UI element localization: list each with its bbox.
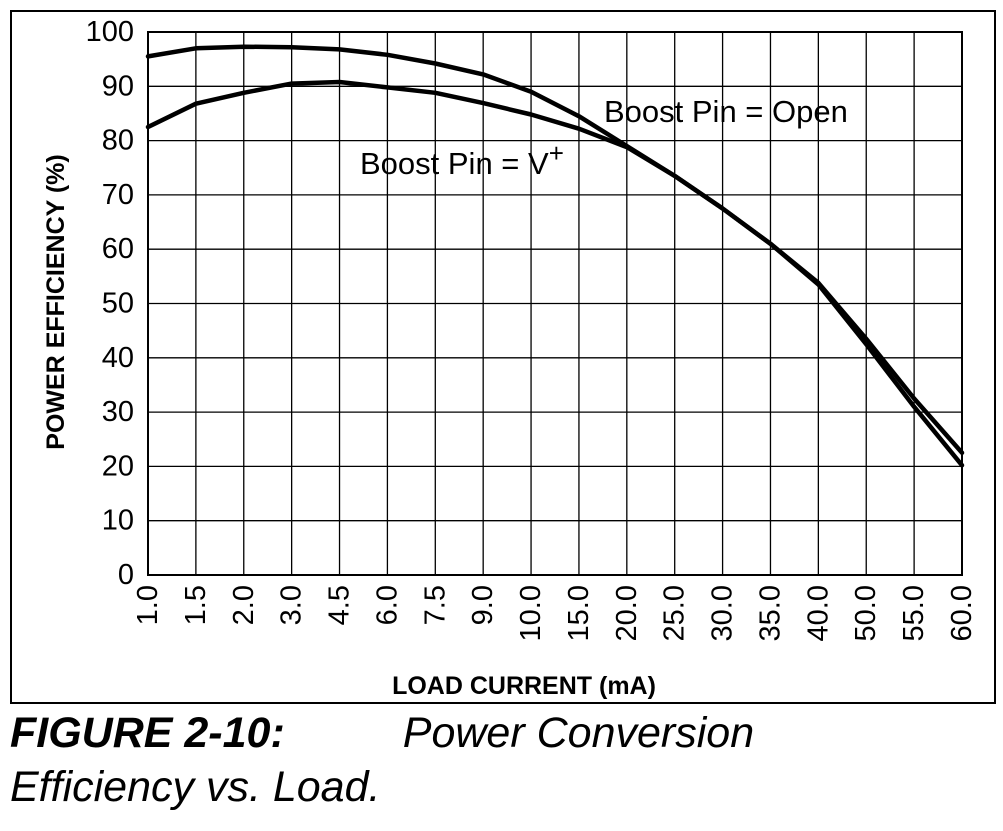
series-line-boost-vplus	[145, 79, 965, 468]
figure-label: FIGURE 2-10:	[10, 709, 285, 757]
y-tick-label: 10	[102, 505, 134, 537]
x-tick-label: 20.0	[611, 585, 643, 641]
x-tick-label: 7.5	[419, 585, 451, 625]
x-tick-label: 35.0	[754, 585, 786, 641]
tick-labels: 1.0 1.5 2.0 3.0 4.5 6.0 7.5 9.0 10.0 15.0 20.0 25.0…	[86, 16, 978, 641]
x-tick-label: 10.0	[515, 585, 547, 641]
x-tick-label: 30.0	[707, 585, 739, 641]
caption-line-1: FIGURE 2-10: Power Conversion	[10, 712, 754, 755]
annotation-boost-vplus: Boost Pin = V+	[360, 138, 564, 181]
x-tick-label: 15.0	[563, 585, 595, 641]
x-tick-label: 40.0	[802, 585, 834, 641]
x-tick-label: 2.0	[228, 585, 260, 625]
y-tick-label: 30	[102, 396, 134, 428]
y-tick-label: 80	[102, 125, 134, 157]
x-tick-label: 50.0	[850, 585, 882, 641]
x-tick-label: 25.0	[659, 585, 691, 641]
x-tick-label: 60.0	[946, 585, 978, 641]
x-tick-label: 4.5	[324, 585, 356, 625]
annotation-boost-open: Boost Pin = Open	[604, 94, 848, 129]
figure-title-line-1: Power Conversion	[402, 709, 755, 757]
y-tick-label: 0	[118, 559, 134, 591]
chart-frame: 1.0 1.5 2.0 3.0 4.5 6.0 7.5 9.0 10.0 15.0 20.0 25.0…	[10, 10, 996, 704]
x-tick-label: 1.5	[180, 585, 212, 625]
figure-title-line-2: Efficiency vs. Load.	[10, 763, 381, 811]
x-tick-label: 9.0	[467, 585, 499, 625]
annotation-superscript-plus: +	[549, 138, 564, 168]
x-tick-label: 3.0	[276, 585, 308, 625]
x-tick-label: 6.0	[371, 585, 403, 625]
efficiency-chart: 1.0 1.5 2.0 3.0 4.5 6.0 7.5 9.0 10.0 15.0 20.0 25.0…	[42, 16, 978, 700]
y-axis-label: POWER EFFICIENCY (%)	[42, 154, 70, 449]
annotation-boost-vplus-text: Boost Pin = V	[360, 146, 549, 181]
x-tick-label: 1.0	[132, 585, 164, 625]
x-axis-label: LOAD CURRENT (mA)	[392, 672, 656, 700]
y-tick-label: 70	[102, 179, 134, 211]
y-tick-label: 20	[102, 450, 134, 482]
y-tick-label: 100	[86, 16, 134, 48]
series-layer	[145, 44, 965, 468]
y-tick-label: 40	[102, 342, 134, 374]
y-tick-label: 90	[102, 70, 134, 102]
y-tick-label: 60	[102, 233, 134, 265]
caption-line-2: Efficiency vs. Load.	[10, 766, 380, 809]
y-tick-label: 50	[102, 288, 134, 320]
grid-layer	[147, 31, 963, 576]
x-tick-label: 55.0	[898, 585, 930, 641]
